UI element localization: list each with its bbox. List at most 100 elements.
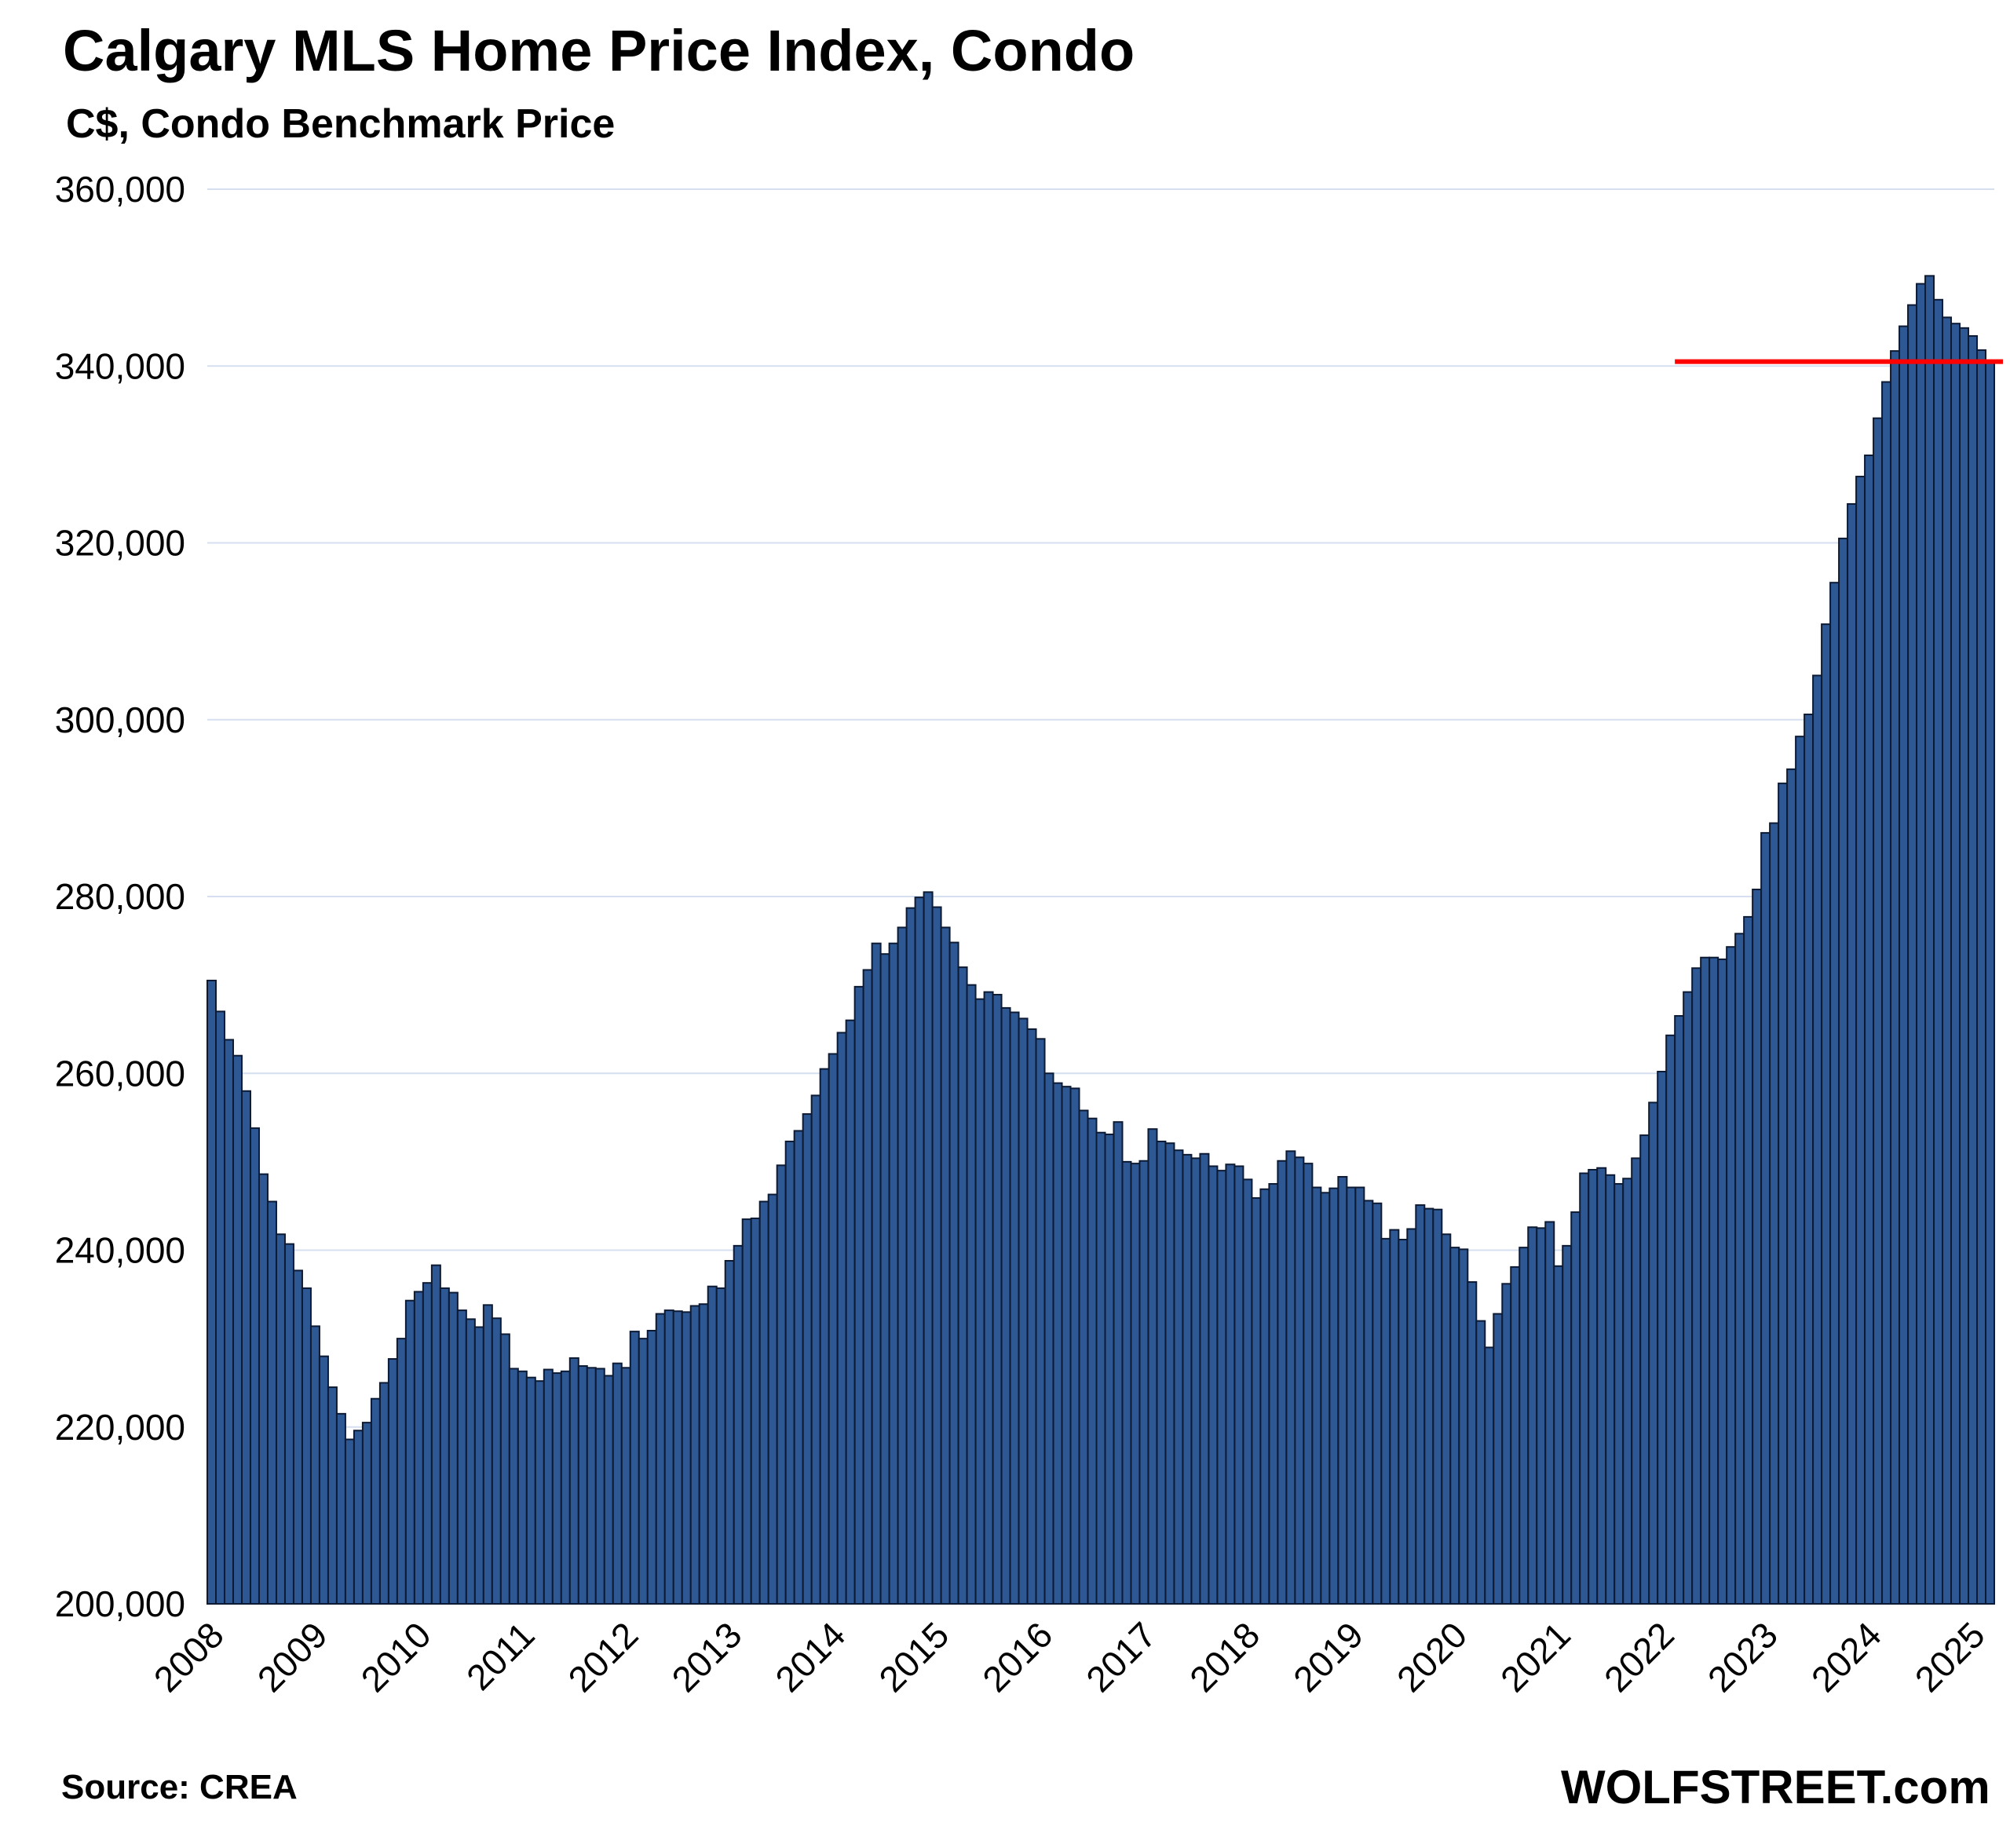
bar — [206, 979, 217, 1605]
bar — [594, 1368, 605, 1605]
bar — [1061, 1086, 1072, 1605]
bar — [802, 1113, 813, 1605]
bar — [1838, 537, 1849, 1605]
bar — [1380, 1237, 1391, 1605]
bar — [1389, 1229, 1400, 1605]
x-tick-label: 2025 — [1907, 1614, 1993, 1700]
bar — [931, 906, 942, 1605]
bar — [1432, 1208, 1443, 1605]
bar — [879, 953, 890, 1605]
bar — [776, 1164, 787, 1605]
x-tick-label: 2008 — [146, 1614, 232, 1700]
bar — [923, 891, 934, 1605]
bar — [767, 1193, 778, 1605]
bar — [1182, 1153, 1193, 1605]
chart-title: Calgary MLS Home Price Index, Condo — [63, 18, 1135, 83]
y-tick-label: 340,000 — [55, 345, 185, 386]
bar — [1907, 304, 1918, 1605]
bar — [465, 1318, 476, 1605]
bar — [1536, 1227, 1547, 1605]
x-tick-label: 2022 — [1596, 1614, 1682, 1700]
bar — [1372, 1202, 1383, 1605]
bar — [1795, 736, 1806, 1605]
bar — [1899, 325, 1910, 1605]
x-tick-label: 2016 — [974, 1614, 1060, 1700]
bar — [482, 1304, 493, 1605]
bar — [318, 1355, 329, 1605]
x-axis-labels: 2008 2009 2010 2011 2012 2013 2014 2015 2016 2017… — [146, 1614, 1993, 1700]
bar — [1078, 1109, 1089, 1605]
bar — [422, 1282, 433, 1605]
bar — [1959, 327, 1970, 1605]
bar — [741, 1218, 752, 1605]
bar — [327, 1386, 338, 1605]
bar — [1138, 1160, 1149, 1605]
bar — [689, 1305, 700, 1605]
bar — [897, 926, 908, 1605]
bar — [1009, 1011, 1020, 1605]
bar — [275, 1233, 286, 1605]
bar — [1285, 1150, 1296, 1605]
bar — [1484, 1346, 1495, 1605]
bar — [266, 1200, 277, 1605]
bar — [551, 1372, 562, 1605]
bar — [784, 1140, 795, 1605]
bar — [1328, 1187, 1339, 1605]
bar — [525, 1376, 536, 1605]
bar — [1596, 1167, 1607, 1605]
bar — [344, 1438, 355, 1605]
x-tick-label: 2015 — [871, 1614, 956, 1700]
bar — [1259, 1188, 1270, 1605]
bar — [1190, 1157, 1201, 1605]
bar — [1942, 316, 1953, 1605]
bar — [1985, 360, 1995, 1605]
bar — [629, 1331, 640, 1605]
bar — [1743, 915, 1754, 1605]
bar — [1829, 582, 1840, 1605]
bar — [1173, 1149, 1184, 1605]
bar — [1510, 1265, 1521, 1605]
bar — [387, 1358, 398, 1605]
bar — [663, 1309, 674, 1605]
y-tick-label: 360,000 — [55, 169, 185, 210]
bar — [568, 1357, 579, 1605]
bar — [430, 1264, 441, 1605]
bar — [672, 1310, 683, 1605]
bar — [1665, 1034, 1676, 1605]
bar — [793, 1130, 804, 1605]
bar — [413, 1291, 424, 1605]
bar — [223, 1039, 234, 1605]
bar — [1760, 831, 1771, 1605]
brand-watermark: WOLFSTREET.com — [1561, 1761, 1990, 1813]
bar — [439, 1287, 450, 1605]
bar — [974, 998, 985, 1605]
bar — [1458, 1248, 1469, 1605]
bar — [1208, 1165, 1219, 1605]
bar — [1104, 1133, 1115, 1605]
y-tick-label: 320,000 — [55, 523, 185, 564]
bar — [1588, 1169, 1599, 1605]
bar — [378, 1382, 389, 1605]
bar — [534, 1380, 545, 1605]
bar — [370, 1397, 381, 1605]
bar — [1493, 1313, 1504, 1605]
bar — [845, 1019, 856, 1605]
bar — [1268, 1183, 1279, 1605]
bar — [215, 1010, 225, 1605]
bar — [914, 897, 925, 1605]
bar — [983, 991, 994, 1605]
bar — [1639, 1134, 1650, 1605]
bar — [1864, 455, 1875, 1605]
x-tick-label: 2024 — [1804, 1614, 1889, 1700]
bar — [1873, 417, 1884, 1605]
bar — [1700, 956, 1711, 1605]
bar — [1398, 1238, 1409, 1605]
x-tick-label: 2012 — [560, 1614, 645, 1700]
bar — [992, 994, 1003, 1605]
bar — [715, 1287, 726, 1605]
bar — [1026, 1028, 1037, 1605]
x-tick-label: 2018 — [1182, 1614, 1267, 1700]
bar — [1622, 1178, 1633, 1605]
bar — [905, 907, 916, 1605]
bar — [681, 1311, 692, 1605]
